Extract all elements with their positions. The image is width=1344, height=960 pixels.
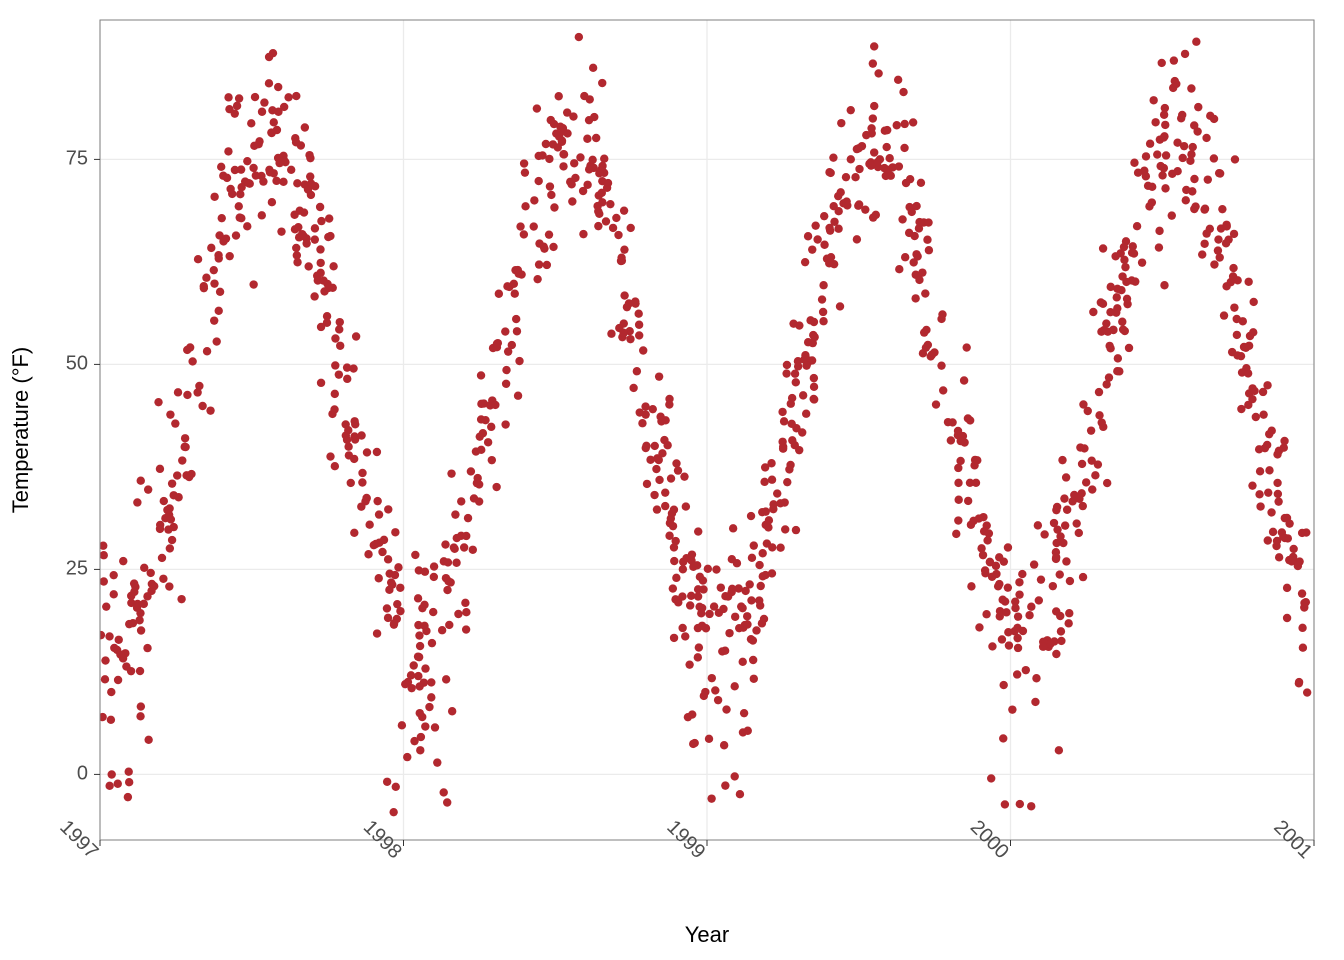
- y-axis-label: Temperature (°F): [8, 347, 33, 514]
- y-tick-label: 25: [66, 558, 88, 580]
- y-tick-label: 50: [66, 353, 88, 375]
- y-tick-label: 75: [66, 148, 88, 170]
- x-axis-label: Year: [685, 922, 729, 947]
- temperature-scatter-chart: 199719981999200020010255075YearTemperatu…: [0, 0, 1344, 960]
- y-tick-label: 0: [77, 763, 88, 785]
- chart-svg: 199719981999200020010255075YearTemperatu…: [0, 0, 1344, 960]
- x-tick-label: 1997: [55, 816, 102, 863]
